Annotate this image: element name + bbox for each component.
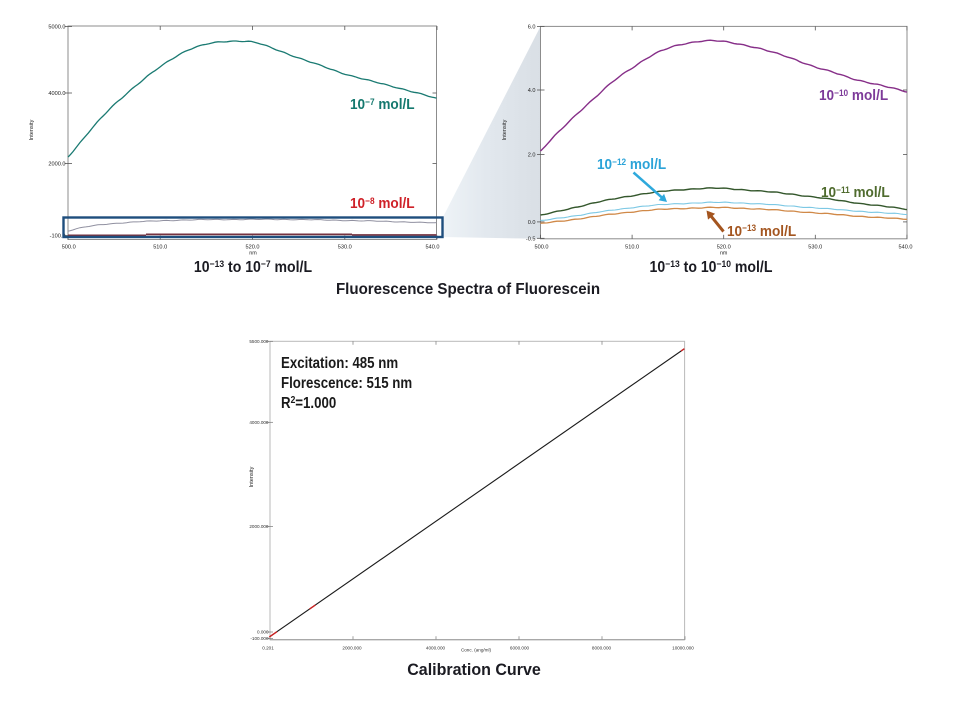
svg-text:500.0: 500.0	[535, 245, 549, 251]
svg-text:540.0: 540.0	[426, 245, 440, 251]
svg-text:Intensity: Intensity	[249, 466, 255, 487]
svg-text:530.0: 530.0	[338, 245, 352, 251]
svg-text:2.0: 2.0	[528, 153, 536, 159]
svg-text:Conc. (ang/ml): Conc. (ang/ml)	[461, 648, 492, 653]
svg-text:2000.000: 2000.000	[342, 646, 362, 651]
svg-text:0.201: 0.201	[262, 646, 274, 651]
svg-text:520.0: 520.0	[246, 245, 260, 251]
svg-text:-0.5: -0.5	[526, 236, 536, 242]
svg-text:10000.000: 10000.000	[672, 646, 694, 651]
svg-text:6.0: 6.0	[528, 24, 536, 30]
svg-text:Intensity: Intensity	[29, 119, 35, 140]
svg-text:4000.000: 4000.000	[249, 420, 269, 425]
svg-text:Intensity: Intensity	[502, 119, 508, 140]
svg-text:-100.0: -100.0	[50, 234, 66, 240]
svg-text:510.0: 510.0	[153, 245, 167, 251]
svg-text:5500.000: 5500.000	[249, 339, 269, 344]
svg-text:540.0: 540.0	[899, 245, 913, 251]
svg-text:2000.000: 2000.000	[249, 524, 269, 529]
svg-text:0.000: 0.000	[257, 630, 269, 635]
svg-text:-100.000: -100.000	[250, 636, 269, 641]
svg-text:530.0: 530.0	[808, 245, 822, 251]
svg-text:nm: nm	[720, 251, 728, 257]
svg-text:8000.000: 8000.000	[592, 646, 612, 651]
svg-text:4000.0: 4000.0	[48, 91, 65, 97]
svg-text:5000.0: 5000.0	[48, 25, 65, 31]
svg-text:4.0: 4.0	[528, 88, 536, 94]
svg-text:nm: nm	[249, 251, 257, 257]
svg-text:4000.000: 4000.000	[426, 646, 446, 651]
svg-text:500.0: 500.0	[62, 245, 76, 251]
svg-text:6000.000: 6000.000	[510, 646, 530, 651]
svg-text:0.0: 0.0	[528, 220, 536, 226]
svg-text:510.0: 510.0	[625, 245, 639, 251]
svg-text:2000.0: 2000.0	[48, 162, 65, 168]
svg-text:520.0: 520.0	[717, 245, 731, 251]
